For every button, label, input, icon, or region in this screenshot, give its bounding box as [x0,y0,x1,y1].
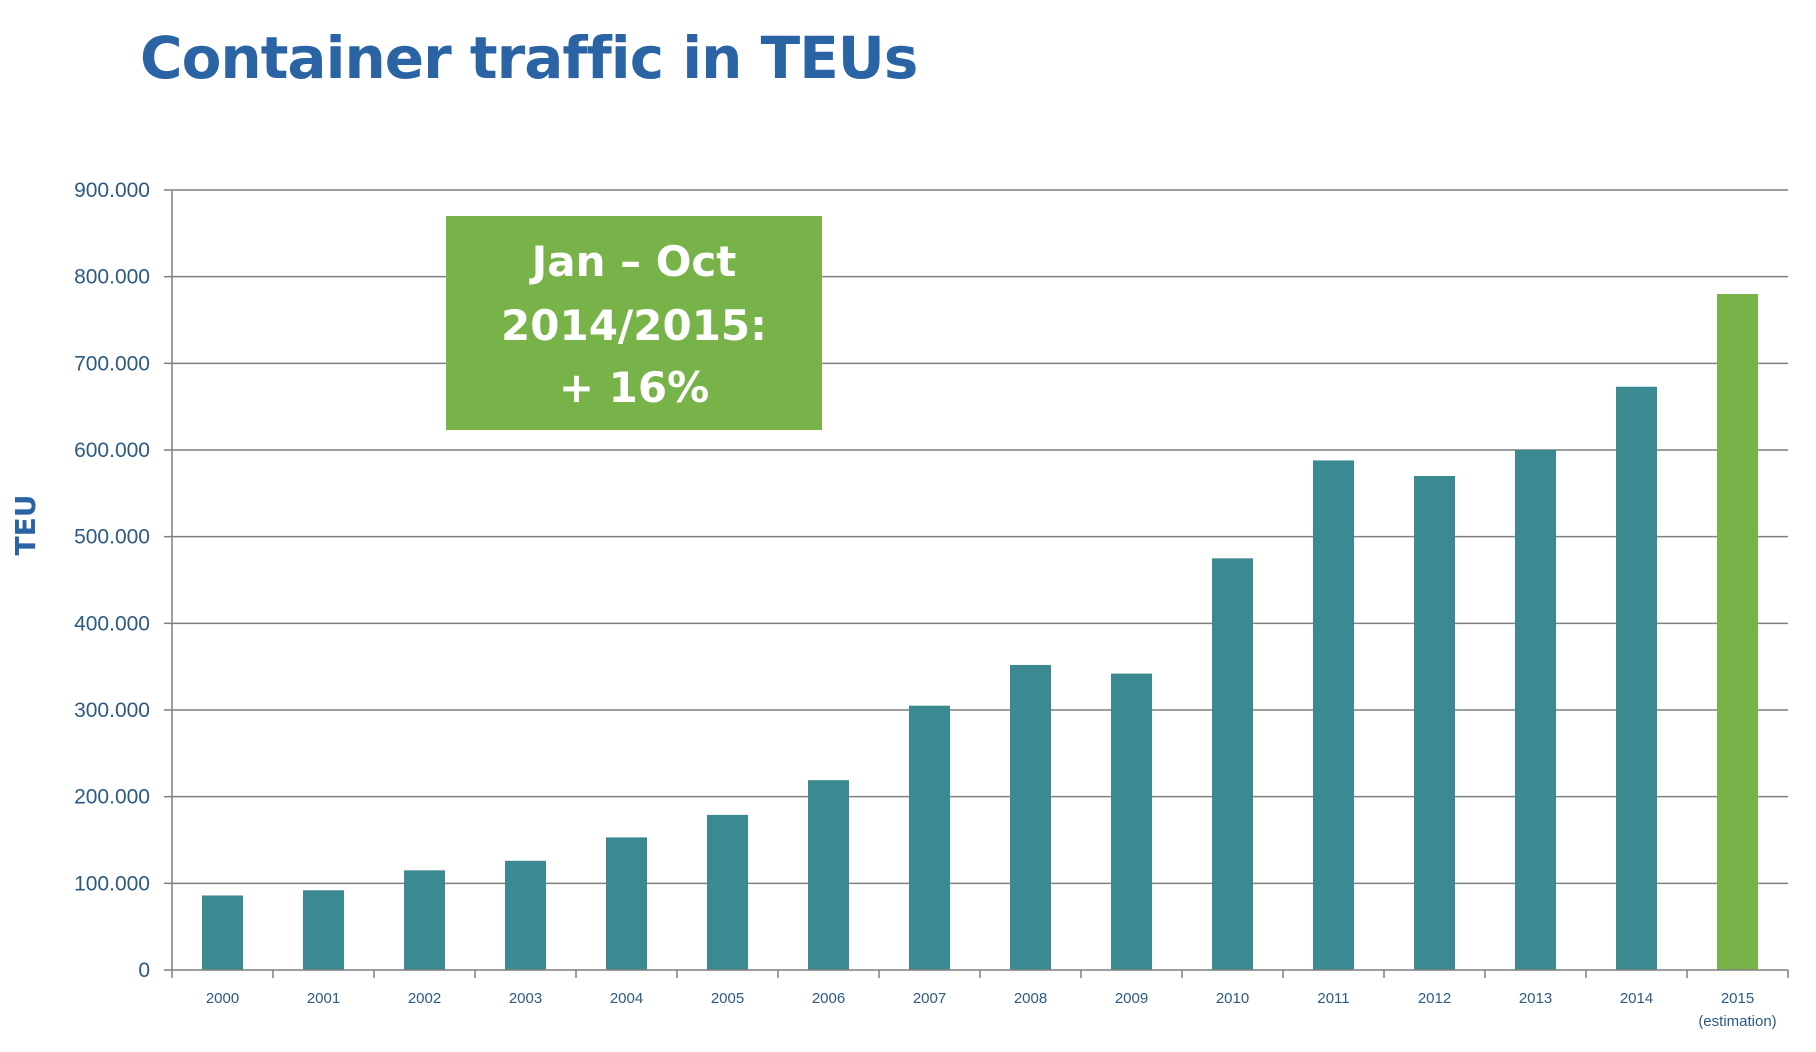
bar-2007 [909,705,950,970]
y-tick-label: 200.000 [74,786,150,809]
y-tick-label: 300.000 [74,699,150,722]
growth-callout-line-3: + 16% [559,363,709,412]
growth-callout-line-1: Jan – Oct [529,237,737,286]
page-title: Container traffic in TEUs [140,24,918,92]
x-tick-label: 2010 [1216,990,1249,1007]
bar-2001 [303,890,344,970]
x-axis-ticks: 2000 2001 2002 2003 2004 2005 2006 2007 2008 2009… [171,970,1789,1030]
x-tick-label: 2009 [1115,990,1148,1007]
y-tick-label: 700.000 [74,352,150,375]
x-tick-label: 2004 [610,990,643,1007]
bar-2011 [1313,460,1354,970]
x-tick-label: 2006 [812,990,845,1007]
bar-2005 [707,814,748,970]
bar-2012 [1414,476,1455,970]
bar-2008 [1010,664,1051,970]
bar-2003 [505,860,546,970]
bars [202,294,1758,970]
y-axis-ticks: 0 100.000 200.000 300.000 400.000 500.000 600.… [74,179,172,982]
x-tick-label: 2002 [408,990,441,1007]
x-tick-label: 2013 [1519,990,1552,1007]
y-tick-label: 600.000 [74,439,150,462]
bar-2002 [404,870,445,970]
growth-callout-box [446,216,822,430]
y-tick-label: 0 [138,959,150,982]
y-tick-label: 500.000 [74,526,150,549]
bar-2004 [606,837,647,970]
x-tick-label: 2003 [509,990,542,1007]
x-tick-label: 2005 [711,990,744,1007]
y-tick-label: 800.000 [74,266,150,289]
bar-2009 [1111,673,1152,970]
x-tick-label: 2000 [206,990,239,1007]
y-tick-label: 400.000 [74,612,150,635]
y-axis-label: TEU [9,495,42,556]
bar-2000 [202,895,243,970]
x-tick-label: 2015 [1721,990,1754,1007]
x-tick-sublabel: (estimation) [1698,1013,1776,1030]
growth-callout-line-2: 2014/2015: [501,301,767,350]
x-tick-label: 2014 [1620,990,1653,1007]
bar-2006 [808,780,849,970]
bar-2014 [1616,386,1657,970]
x-tick-label: 2011 [1317,990,1349,1007]
x-tick-label: 2012 [1418,990,1451,1007]
growth-callout: Jan – Oct 2014/2015: + 16% [446,216,822,430]
x-tick-label: 2007 [913,990,946,1007]
bar-2010 [1212,558,1253,970]
x-tick-label: 2008 [1014,990,1047,1007]
y-tick-label: 900.000 [74,179,150,202]
bar-2015 [1717,294,1758,970]
x-tick-label: 2001 [307,990,340,1007]
y-tick-label: 100.000 [74,872,150,895]
bar-2013 [1515,450,1556,970]
